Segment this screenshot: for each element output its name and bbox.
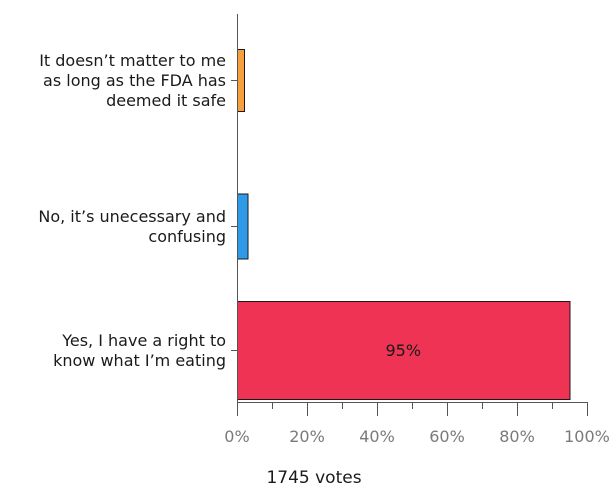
x-tick-label: 60% bbox=[429, 427, 465, 446]
bar-1 bbox=[237, 193, 249, 260]
data-label-2: 95% bbox=[385, 341, 421, 360]
x-tick-label: 40% bbox=[359, 427, 395, 446]
category-label-0: It doesn’t matter to me as long as the FD… bbox=[39, 51, 226, 110]
category-label-1: No, it’s unecessary and confusing bbox=[38, 207, 226, 246]
x-tick-label: 0% bbox=[224, 427, 249, 446]
x-tick-label: 100% bbox=[564, 427, 610, 446]
x-tick-label: 80% bbox=[499, 427, 535, 446]
total-votes-label: 1745 votes bbox=[266, 468, 361, 488]
x-tick-label: 20% bbox=[289, 427, 325, 446]
bar-2 bbox=[237, 301, 571, 400]
bar-0 bbox=[237, 49, 245, 112]
category-label-2: Yes, I have a right to know what I’m eati… bbox=[53, 331, 226, 370]
